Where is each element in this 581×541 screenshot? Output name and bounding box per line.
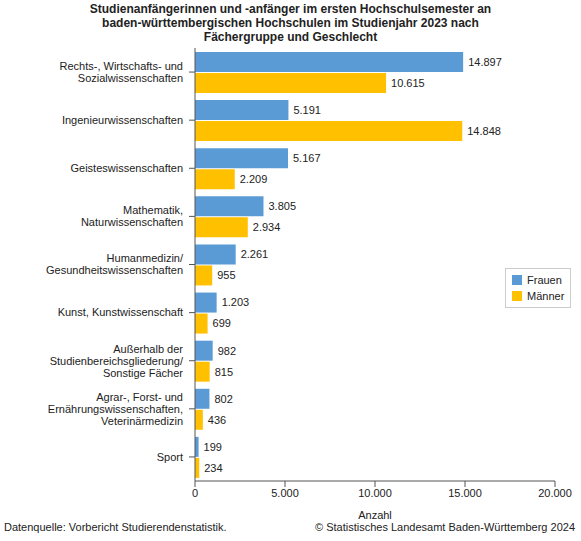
svg-text:436: 436 — [208, 414, 226, 426]
svg-text:Humanmedizin/Gesundheitswissen: Humanmedizin/Gesundheitswissenschaften — [46, 252, 184, 276]
svg-text:Mathematik,Naturwissenschaften: Mathematik,Naturwissenschaften — [81, 204, 183, 228]
svg-text:0: 0 — [192, 487, 198, 499]
svg-text:815: 815 — [215, 366, 233, 378]
svg-text:5.191: 5.191 — [293, 104, 321, 116]
html-text:Frauen: Frauen — [527, 274, 562, 286]
svg-text:Rechts-, Wirtschafts- undSozia: Rechts-, Wirtschafts- undSozialwissensch… — [60, 60, 183, 84]
svg-text:2.934: 2.934 — [253, 221, 281, 233]
svg-text:Agrar-, Forst- undErnährungswi: Agrar-, Forst- undErnährungswissenschaft… — [48, 391, 183, 427]
svg-text:Anzahl: Anzahl — [358, 509, 392, 521]
svg-text:Ingenieurwissenschaften: Ingenieurwissenschaften — [62, 114, 183, 126]
html-text:© Statistisches Landesamt Bade: © Statistisches Landesamt Baden-Württemb… — [315, 521, 575, 533]
svg-text:699: 699 — [213, 317, 231, 329]
svg-text:5.167: 5.167 — [293, 152, 321, 164]
svg-text:1.203: 1.203 — [222, 296, 250, 308]
svg-text:14.848: 14.848 — [467, 125, 501, 137]
svg-text:Außerhalb derStudienbereichsgl: Außerhalb derStudienbereichsgliederung/S… — [50, 343, 184, 379]
svg-text:Geisteswissenschaften: Geisteswissenschaften — [71, 162, 184, 174]
svg-text:3.805: 3.805 — [268, 200, 296, 212]
html-text:Studienanfängerinnen und -anfä: Studienanfängerinnen und -anfänger im er… — [89, 2, 492, 44]
svg-text:14.897: 14.897 — [468, 56, 502, 68]
svg-text:10.000: 10.000 — [358, 487, 392, 499]
svg-text:Kunst, Kunstwissenschaft: Kunst, Kunstwissenschaft — [58, 306, 183, 318]
svg-text:234: 234 — [204, 462, 222, 474]
svg-text:2.209: 2.209 — [240, 173, 268, 185]
svg-text:982: 982 — [218, 345, 236, 357]
svg-text:2.261: 2.261 — [241, 248, 269, 260]
svg-text:15.000: 15.000 — [448, 487, 482, 499]
svg-text:5.000: 5.000 — [271, 487, 299, 499]
html-text:Männer: Männer — [527, 290, 565, 302]
svg-text:955: 955 — [217, 269, 235, 281]
html-text:Datenquelle: Vorbericht Studie: Datenquelle: Vorbericht Studierendenstat… — [4, 521, 227, 533]
svg-text:Sport: Sport — [157, 451, 183, 463]
svg-text:20.000: 20.000 — [538, 487, 572, 499]
svg-text:10.615: 10.615 — [391, 77, 425, 89]
svg-text:802: 802 — [214, 393, 232, 405]
svg-text:199: 199 — [204, 441, 222, 453]
